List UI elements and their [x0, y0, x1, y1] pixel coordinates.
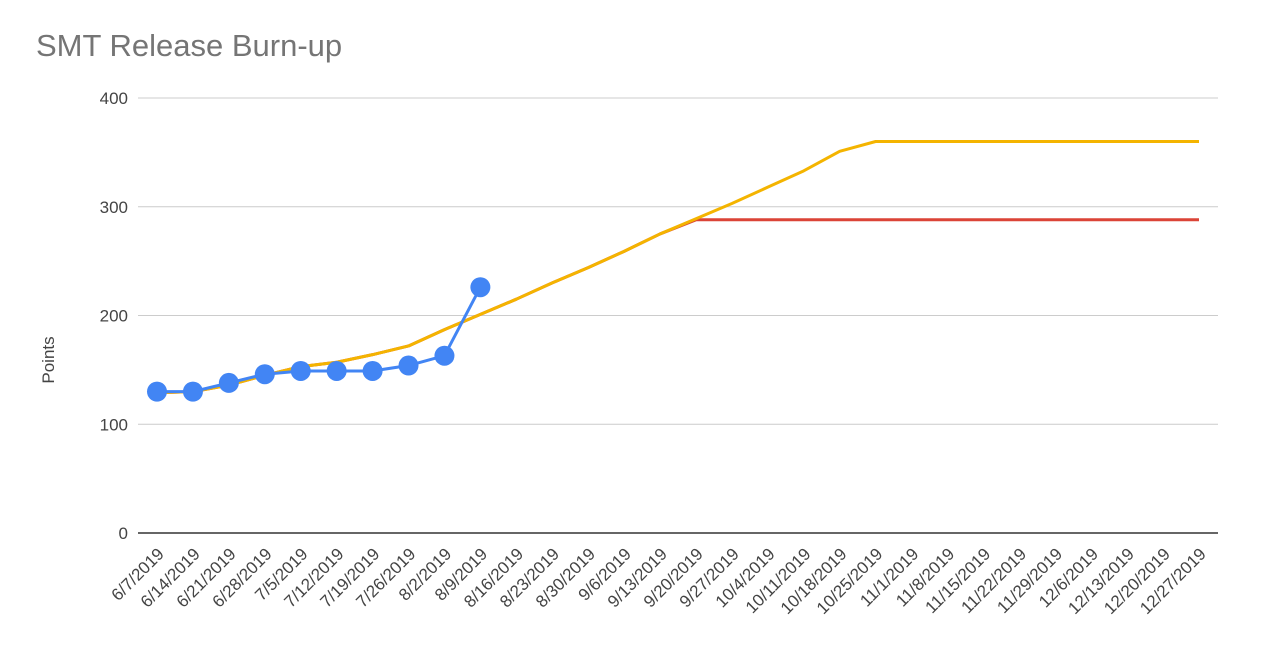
- series-line: [157, 286, 482, 394]
- data-point: [326, 360, 347, 381]
- data-point: [470, 277, 491, 298]
- series-line: [156, 140, 1199, 395]
- y-tick-label: 300: [100, 198, 128, 217]
- data-point: [362, 360, 383, 381]
- y-tick-label: 0: [119, 524, 128, 543]
- y-axis-label: Points: [39, 336, 58, 383]
- data-point: [254, 364, 275, 385]
- y-tick-label: 200: [100, 307, 128, 326]
- data-point: [182, 381, 203, 402]
- y-tick-label: 400: [100, 89, 128, 108]
- data-point: [434, 345, 455, 366]
- data-point: [398, 355, 419, 376]
- data-point: [218, 372, 239, 393]
- data-point: [290, 360, 311, 381]
- y-tick-label: 100: [100, 415, 128, 434]
- series-line: [156, 218, 1199, 395]
- chart-title: SMT Release Burn-up: [36, 28, 342, 63]
- data-point: [147, 381, 167, 402]
